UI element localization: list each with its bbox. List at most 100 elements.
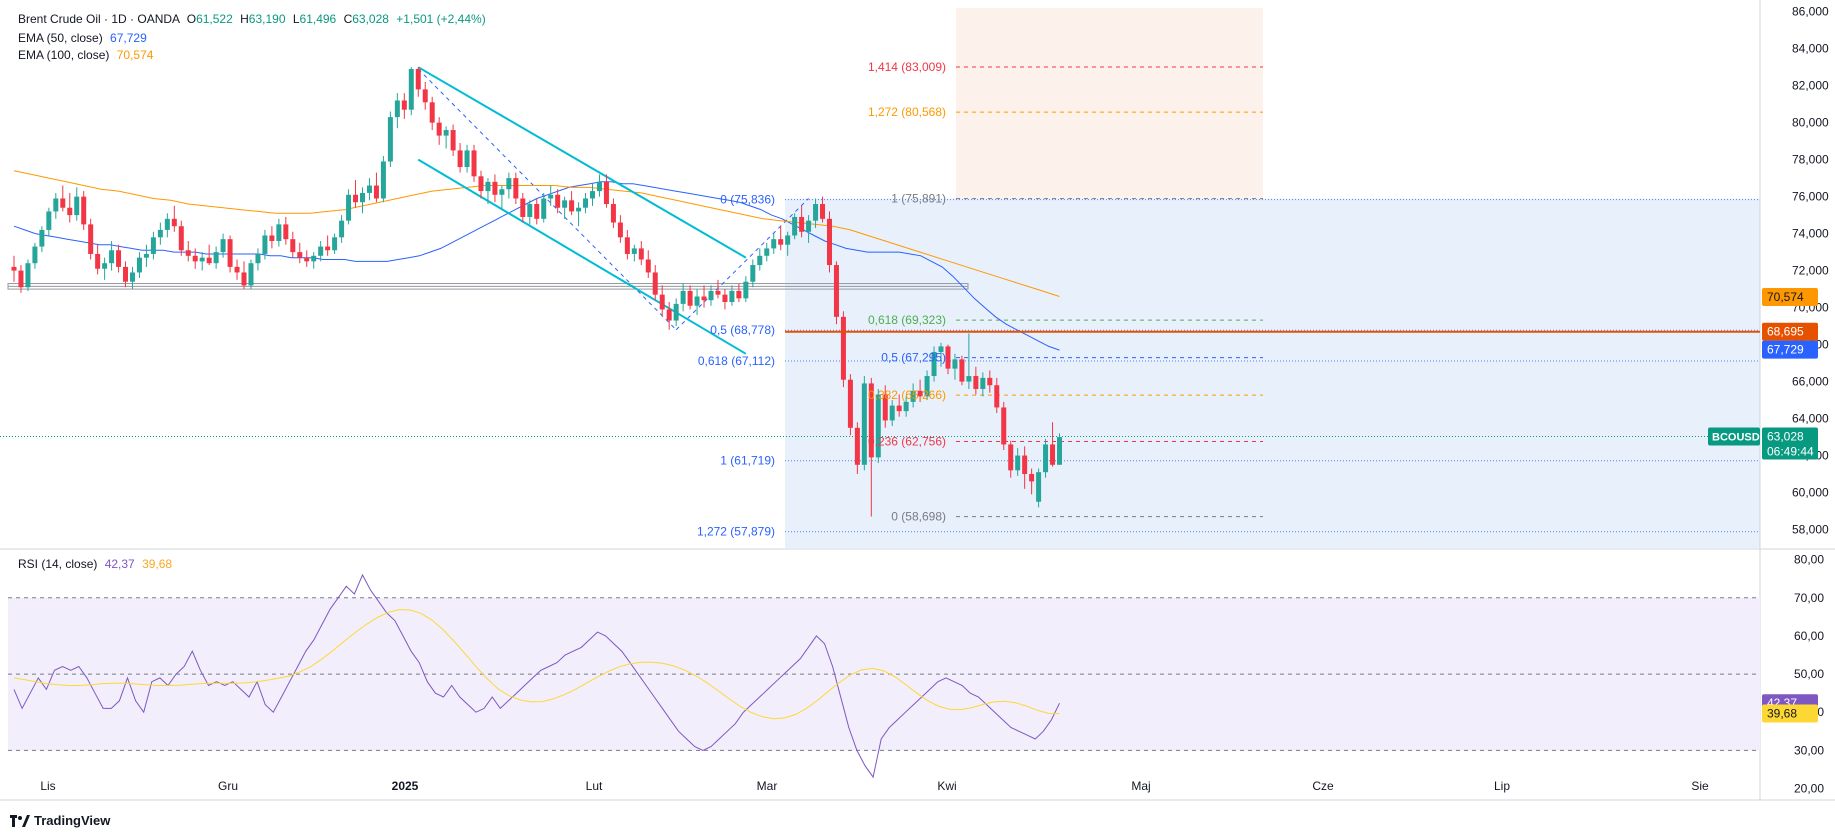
candle [150,231,156,260]
candle-body [715,290,721,295]
candle-body [325,246,331,251]
candle [380,155,386,203]
candle [771,233,777,254]
time-axis[interactable]: Lis Gru 2025 Lut Mar Kwi Maj Cze Lip Sie [40,779,1709,793]
candle [617,215,623,243]
candle-body [283,224,289,240]
candle [534,198,540,225]
candle-body [889,405,895,421]
price-tick-label: 74,000 [1792,227,1829,241]
candle-body [116,250,122,267]
candle [680,283,686,312]
candle-body [290,239,296,253]
ema100-badge-text: 70,574 [1767,290,1804,304]
candle [631,244,637,262]
candle-body [666,309,672,321]
candle-body [680,290,686,304]
candle-body [478,176,484,192]
candle [262,229,268,260]
candle [109,241,115,271]
legend-low-value: 61,496 [299,12,337,26]
time-tick-label: 2025 [392,779,419,793]
candle-body [973,376,979,389]
candle-body [778,239,784,245]
candle-body [513,178,519,199]
legend-rsi[interactable]: RSI (14, close) 42,37 39,68 [18,557,172,571]
candle [736,283,742,303]
price-tick-label: 82,000 [1792,79,1829,93]
candle [687,285,693,310]
candle [192,248,198,269]
candle [74,187,80,221]
price-tick-label: 58,000 [1792,523,1829,537]
candle [590,183,596,206]
candle-body [1057,437,1062,465]
candle [18,265,24,293]
candle-body [548,194,554,199]
candle-body [360,192,365,203]
candle-body [562,200,568,208]
candle-body [833,265,839,317]
candle-body [95,253,101,269]
candle [88,218,94,260]
candle-body [882,394,888,421]
tradingview-logo[interactable]: TradingView [10,813,110,828]
candle [624,229,630,260]
legend-ema50[interactable]: EMA (50, close) 67,729 [18,31,147,45]
candle-body [380,161,386,199]
price-tick-label: 66,000 [1792,375,1829,389]
candle-body [771,239,777,249]
candle-body [736,290,742,299]
candle-body [541,198,547,219]
candle [220,233,226,258]
candle-body [520,198,526,217]
candle [1057,433,1062,465]
candle-body [799,216,805,232]
candle [987,370,993,393]
candle-body [896,405,902,412]
price-pane [0,0,1835,801]
symbol-badge-text: BCOUSD [1712,432,1760,444]
rsi-tick-label: 50,00 [1794,667,1824,681]
candle [506,172,512,199]
candle-body [318,246,324,256]
candle-body [743,281,749,299]
candle-body [617,222,623,238]
price-tick-label: 60,000 [1792,486,1829,500]
candle [764,242,770,262]
candle [548,185,554,206]
rsi-tick-label: 20,00 [1794,782,1824,796]
candle [478,170,484,199]
legend-ema100[interactable]: EMA (100, close) 70,574 [18,48,153,62]
candle [422,81,428,110]
ema100-value: 70,574 [116,48,154,62]
candle [185,241,191,262]
fib-left-label: 0 (75,836) [720,193,775,207]
candle [562,196,568,219]
fib-right-label: 0,236 (62,756) [868,435,946,449]
candle-body [227,239,233,267]
candle [227,235,233,273]
candle [164,213,170,238]
symbol-badge: BCOUSD [1708,427,1760,446]
ema50-badge-text: 67,729 [1767,343,1804,357]
candle-body [102,263,108,269]
candle-body [81,196,87,225]
candle [527,200,533,225]
fib-labels: 0 (75,836) 0,5 (68,778) 0,618 (67,112) 1 (6… [697,60,946,539]
candle-body [136,257,142,273]
legend-symbol[interactable]: Brent Crude Oil · 1D · OANDA [18,12,180,26]
time-tick-label: Gru [218,779,238,793]
candle-body [269,235,275,242]
candle [868,377,874,517]
candle-body [1015,455,1021,471]
candle [645,250,651,278]
candle [199,252,205,271]
candle-body [25,263,31,288]
candle-body [659,294,665,310]
price-tick-label: 72,000 [1792,264,1829,278]
candle-body [673,303,679,321]
fib-right-label: 0 (58,698) [891,510,946,524]
fib-left-label: 0,618 (67,112) [698,354,775,368]
